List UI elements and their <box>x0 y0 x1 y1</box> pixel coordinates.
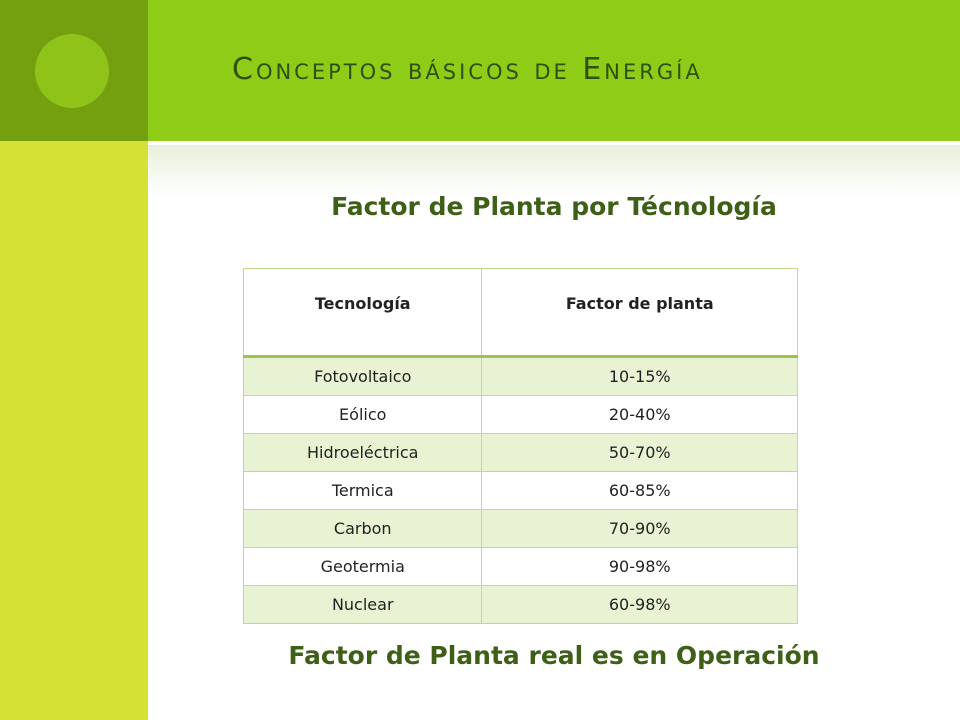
corner-decor-box <box>0 0 148 141</box>
technology-cell: Termica <box>242 471 483 510</box>
table-row: Fotovoltaico 10-15% <box>242 356 798 396</box>
header-fade-strip <box>148 145 960 197</box>
circle-decor-icon <box>35 34 109 108</box>
technology-cell: Hidroeléctrica <box>242 433 483 472</box>
table-row: Nuclear 60-98% <box>242 585 798 624</box>
plant-factor-cell: 10-15% <box>481 356 798 396</box>
plant-factor-table: Tecnología Factor de planta Fotovoltaico… <box>242 268 798 624</box>
technology-cell: Geotermia <box>242 547 483 586</box>
table-row: Termica 60-85% <box>242 471 798 510</box>
table-subtitle: Factor de Planta por Técnología <box>331 192 777 221</box>
table-row: Geotermia 90-98% <box>242 547 798 586</box>
technology-cell: Nuclear <box>242 585 483 624</box>
plant-factor-cell: 70-90% <box>481 509 798 548</box>
plant-factor-cell: 50-70% <box>481 433 798 472</box>
table-row: Hidroeléctrica 50-70% <box>242 433 798 472</box>
header-band <box>148 0 960 141</box>
column-header-technology: Tecnología <box>242 268 483 358</box>
table-row: Carbon 70-90% <box>242 509 798 548</box>
plant-factor-cell: 90-98% <box>481 547 798 586</box>
plant-factor-cell: 60-85% <box>481 471 798 510</box>
technology-cell: Carbon <box>242 509 483 548</box>
technology-cell: Eólico <box>242 395 483 434</box>
plant-factor-cell: 60-98% <box>481 585 798 624</box>
table-header-row: Tecnología Factor de planta <box>242 268 798 358</box>
technology-cell: Fotovoltaico <box>242 356 483 396</box>
plant-factor-cell: 20-40% <box>481 395 798 434</box>
slide-title: Conceptos básicos de Energía <box>232 52 703 87</box>
table-row: Eólico 20-40% <box>242 395 798 434</box>
operation-note: Factor de Planta real es en Operación <box>288 641 820 670</box>
column-header-plant-factor: Factor de planta <box>481 268 798 358</box>
